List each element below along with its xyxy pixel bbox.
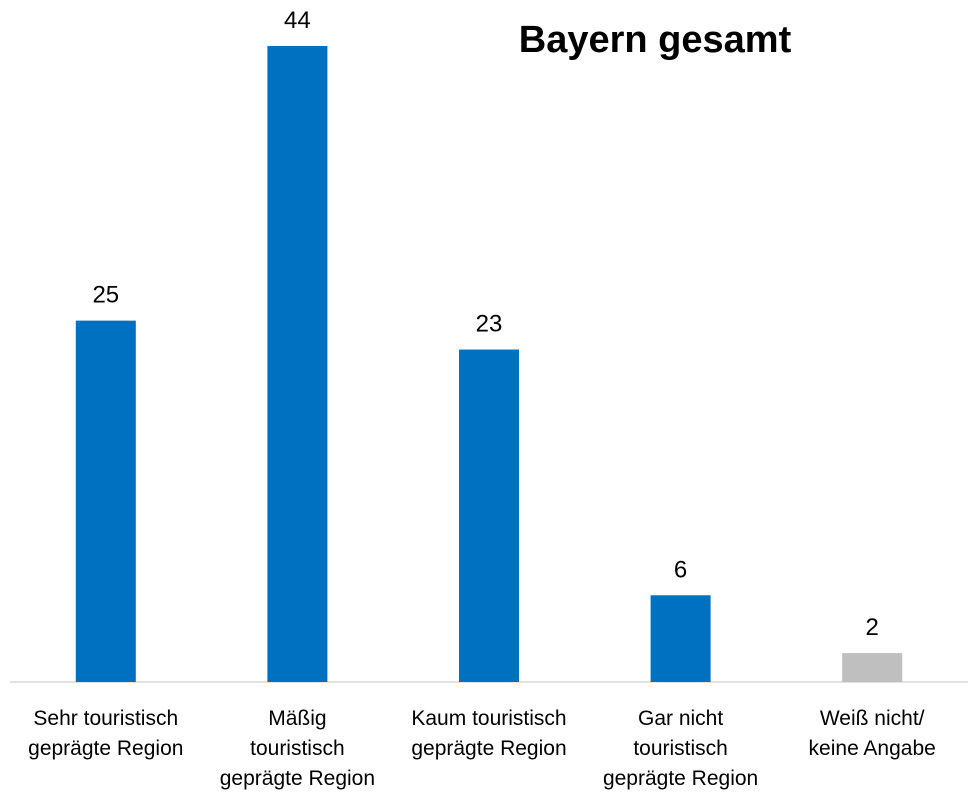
data-label: 6	[674, 556, 687, 583]
bar	[842, 653, 903, 682]
x-tick-label: Gar nicht touristisch geprägte Region	[603, 707, 758, 790]
bar	[650, 595, 711, 682]
x-tick-label: Kaum touristisch geprägte Region	[411, 707, 566, 760]
data-label: 25	[92, 282, 119, 309]
bar	[267, 46, 328, 682]
x-tick-label: Mäßig touristisch geprägte Region	[220, 707, 375, 790]
data-label: 23	[476, 311, 503, 338]
chart-title: Bayern gesamt	[519, 19, 792, 61]
data-label: 2	[866, 614, 879, 641]
x-tick-label: Weiß nicht/keine Angabe	[809, 707, 936, 760]
x-tick-label: Sehr touristisch geprägte Region	[28, 707, 183, 760]
bar	[459, 349, 519, 682]
data-label: 44	[284, 7, 311, 34]
bar	[75, 320, 136, 682]
